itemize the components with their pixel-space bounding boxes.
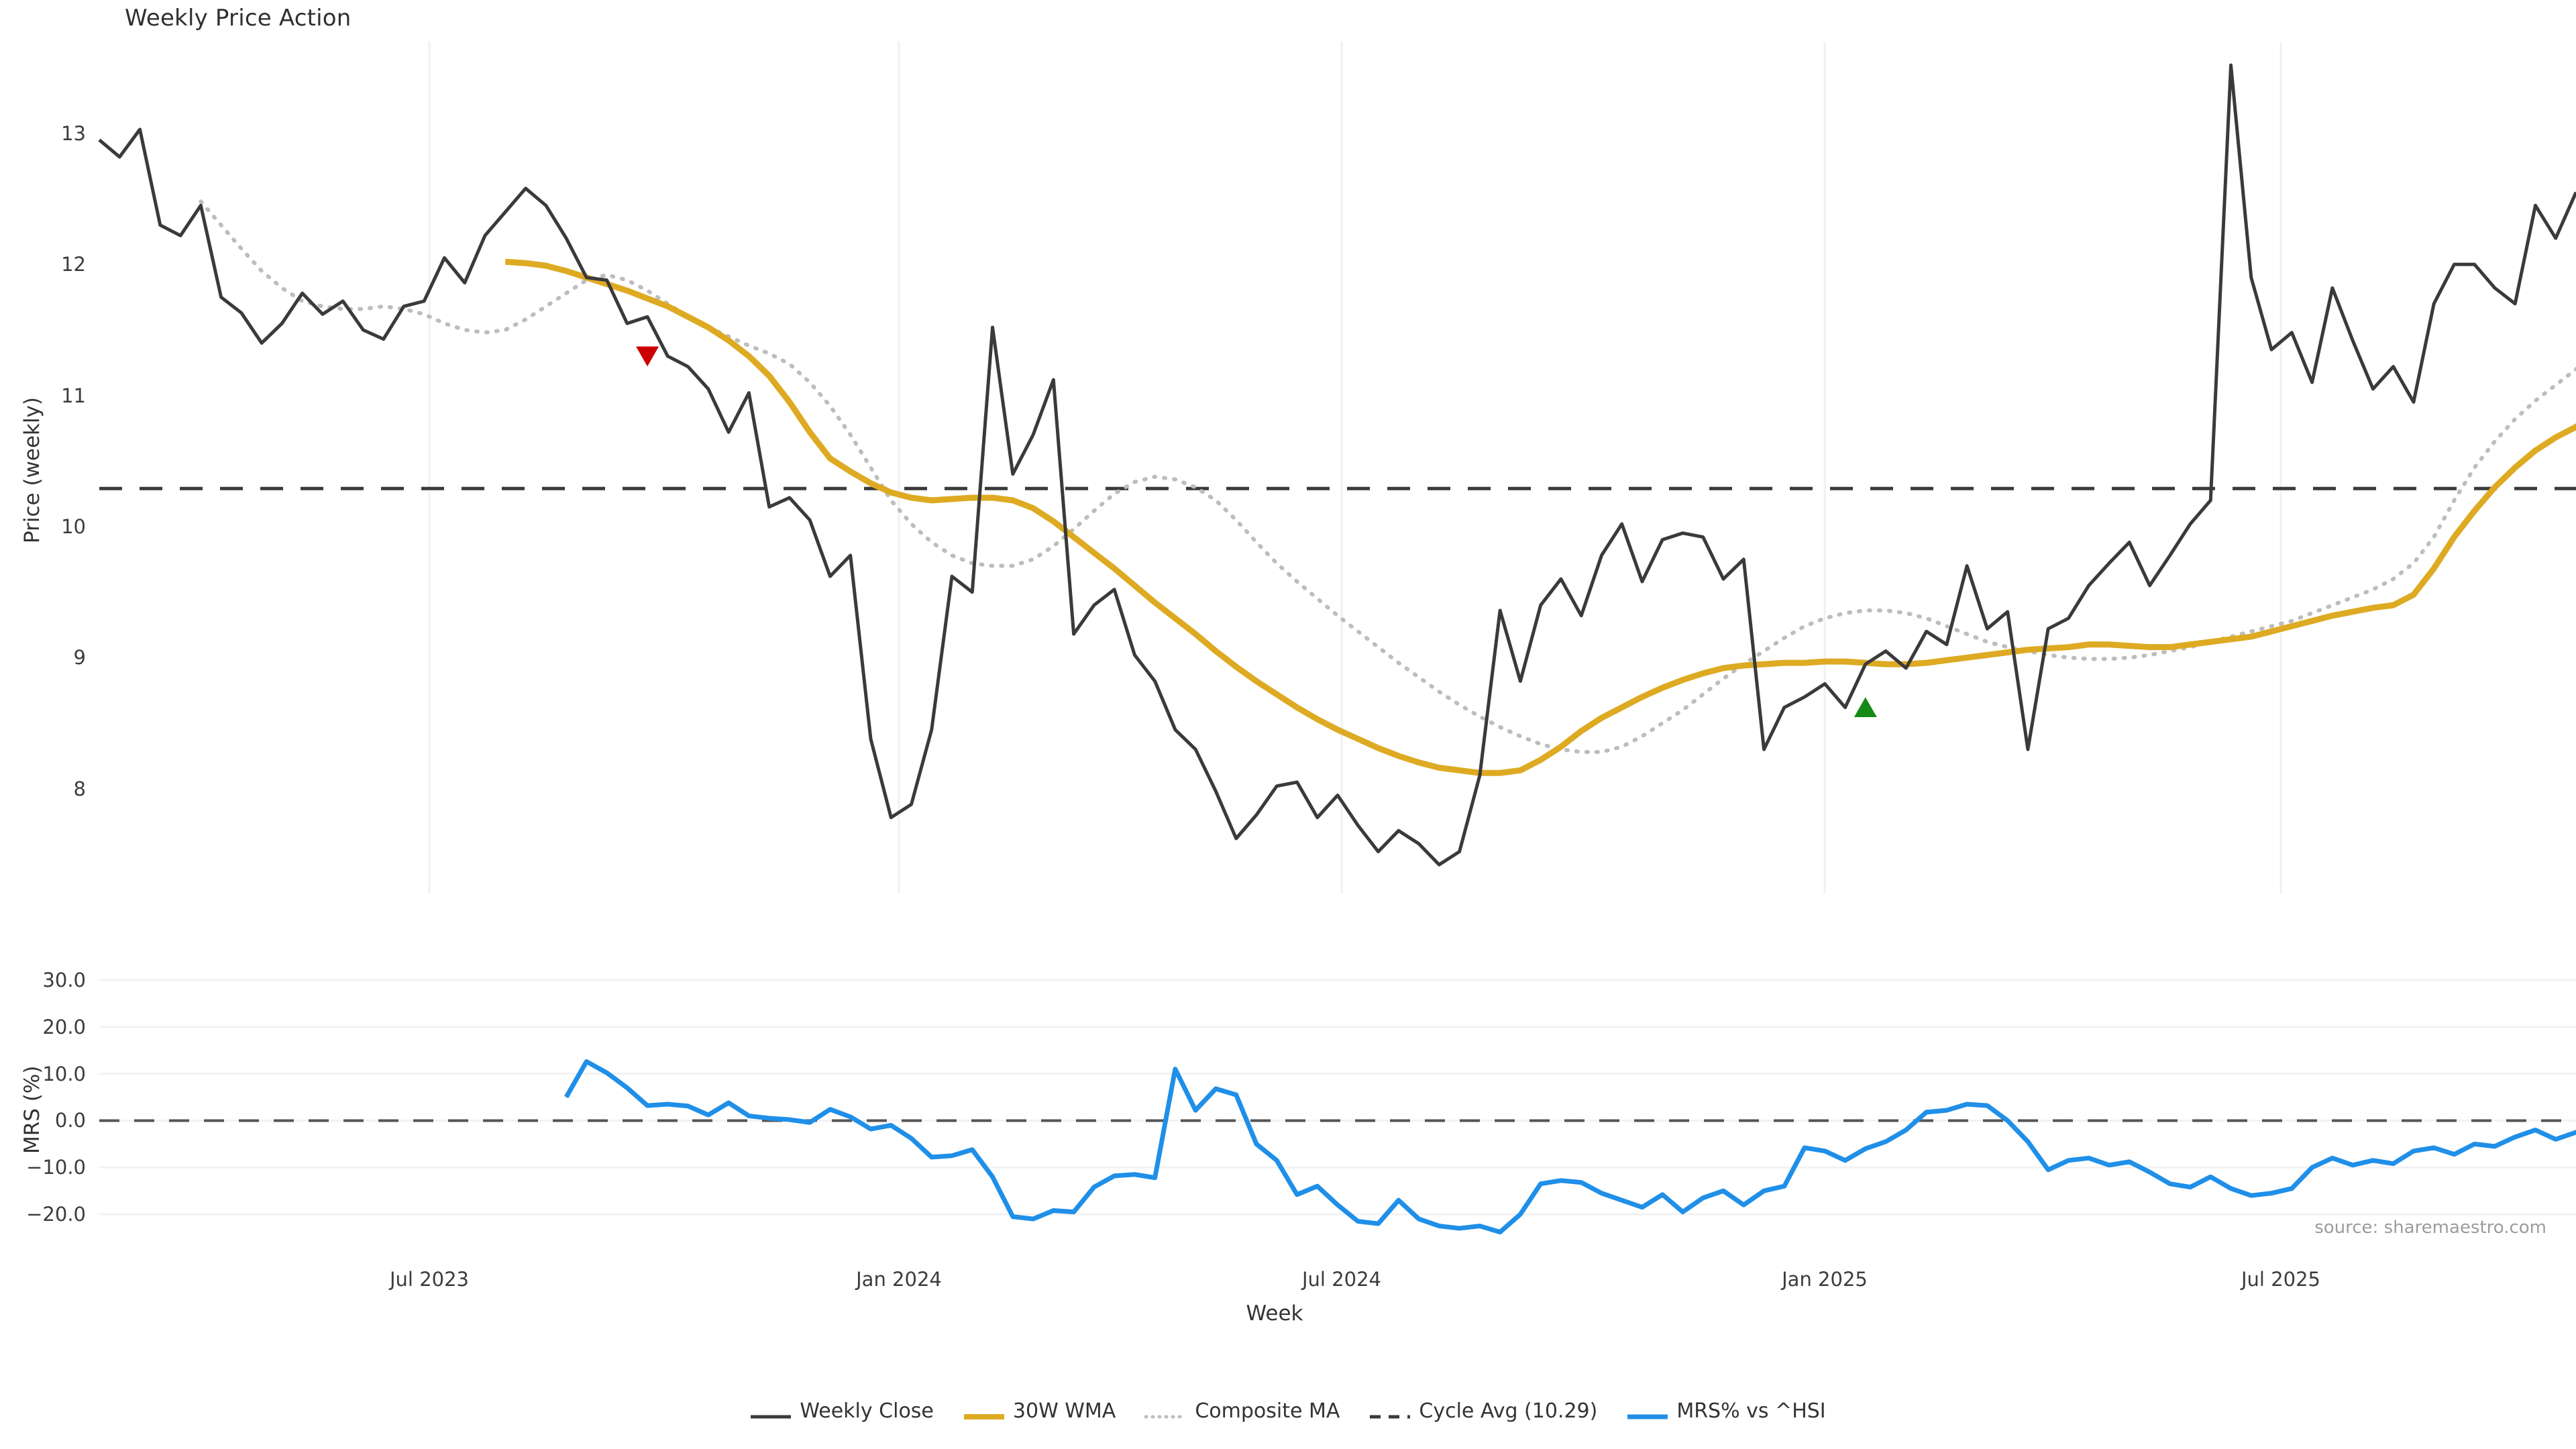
- price-panel: [98, 42, 2576, 894]
- x-axis-title: Week: [1246, 1301, 1303, 1326]
- legend-30w-wma-label: 30W WMA: [1012, 1399, 1116, 1423]
- legend-cycle-avg-label: Cycle Avg (10.29): [1419, 1399, 1598, 1423]
- mrs-panel: [99, 966, 2576, 1242]
- chart-legend: Weekly Close 30W WMA Composite MA Cycle Avg…: [0, 1399, 2576, 1423]
- price-ytick-0: 13: [61, 121, 86, 145]
- legend-weekly-close-label: Weekly Close: [800, 1399, 934, 1423]
- buy-signal-marker: [1854, 697, 1877, 718]
- mrs-ytick-4: −10.0: [26, 1156, 86, 1179]
- source-watermark: source: sharemaestro.com: [2314, 1218, 2546, 1238]
- legend-mrs[interactable]: MRS% vs ^HSI: [1627, 1399, 1826, 1423]
- mrs-ytick-3: 0.0: [54, 1109, 86, 1132]
- series-mrs-vs-hsi: [564, 1059, 2576, 1235]
- x-tick-4: Jul 2025: [2241, 1268, 2321, 1291]
- mrs-ytick-1: 20.0: [42, 1015, 86, 1038]
- x-tick-0: Jul 2023: [389, 1268, 470, 1291]
- sell-signal-marker: [636, 346, 659, 367]
- mrs-ytick-5: −20.0: [26, 1203, 86, 1226]
- x-tick-3: Jan 2025: [1782, 1268, 1868, 1291]
- mrs-plot: [99, 979, 2576, 1235]
- price-ytick-2: 11: [61, 384, 86, 407]
- price-ytick-4: 9: [73, 646, 86, 669]
- series-weekly-close: [98, 63, 2576, 867]
- legend-cycle-avg[interactable]: Cycle Avg (10.29): [1369, 1399, 1597, 1423]
- price-plot: [98, 42, 2576, 894]
- legend-mrs-label: MRS% vs ^HSI: [1676, 1399, 1826, 1423]
- legend-30w-wma[interactable]: 30W WMA: [963, 1399, 1116, 1423]
- legend-weekly-close[interactable]: Weekly Close: [750, 1399, 934, 1423]
- legend-composite-ma-label: Composite MA: [1195, 1399, 1340, 1423]
- series-30w-wma: [504, 258, 2576, 776]
- x-tick-2: Jul 2024: [1301, 1268, 1382, 1291]
- price-ytick-5: 8: [73, 777, 86, 800]
- price-ytick-3: 10: [61, 515, 86, 538]
- price-ytick-1: 12: [61, 253, 86, 276]
- legend-composite-ma[interactable]: Composite MA: [1144, 1399, 1340, 1423]
- mrs-ytick-0: 30.0: [42, 968, 86, 991]
- page-title: Weekly Price Action: [125, 5, 352, 32]
- x-tick-1: Jan 2024: [856, 1268, 942, 1291]
- mrs-ytick-2: 10.0: [42, 1062, 86, 1085]
